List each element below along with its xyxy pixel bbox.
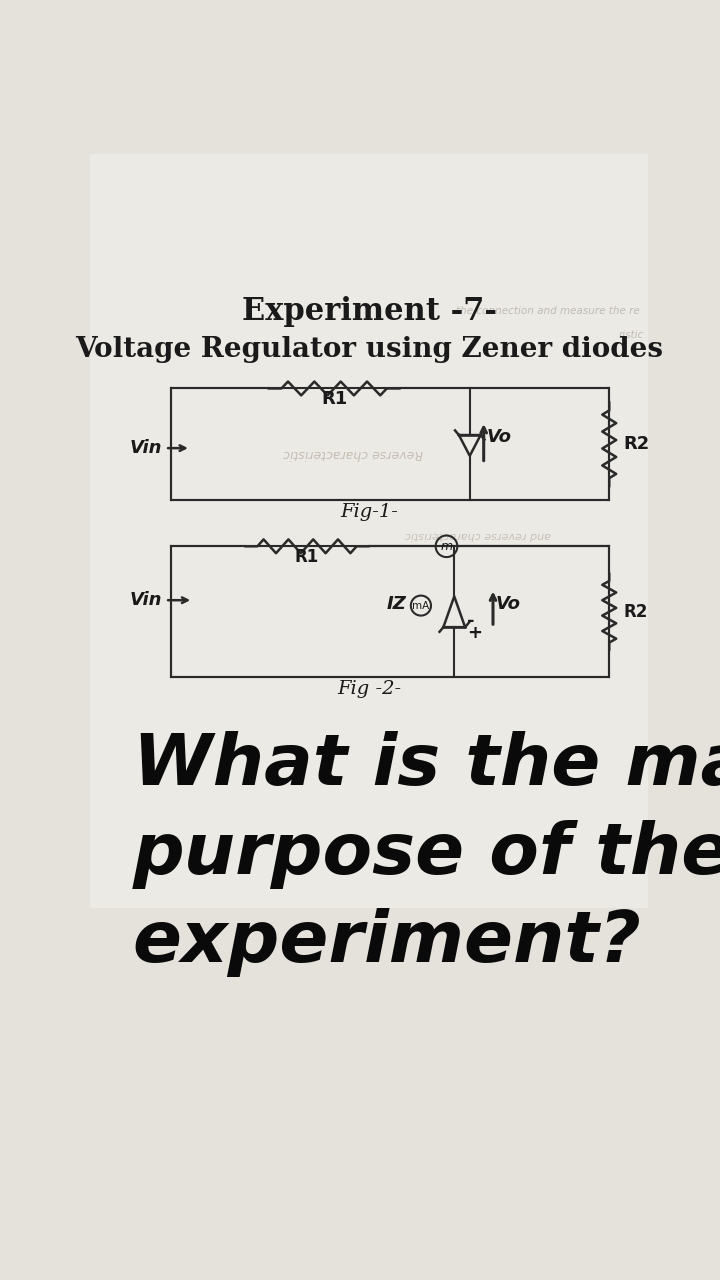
Bar: [171, 547, 609, 677]
Text: Reverse characteristic: Reverse characteristic: [284, 448, 423, 461]
Text: Vin: Vin: [130, 439, 162, 457]
Text: the connection and measure the re: the connection and measure the re: [456, 306, 640, 316]
Text: Fig -2-: Fig -2-: [337, 680, 401, 698]
Text: ristic: ristic: [619, 329, 644, 339]
Text: R1: R1: [321, 390, 347, 408]
Text: IZ: IZ: [386, 595, 406, 613]
Text: mA: mA: [413, 600, 430, 611]
Text: What is the main: What is the main: [132, 731, 720, 800]
Text: experiment?: experiment?: [132, 909, 642, 977]
Text: and reverse characteristic: and reverse characteristic: [405, 530, 551, 540]
Text: m: m: [441, 540, 453, 553]
Text: Fig-1-: Fig-1-: [340, 503, 398, 521]
Text: R1: R1: [295, 548, 319, 566]
Text: -: -: [467, 612, 474, 630]
Text: Voltage Regulator using Zener diodes: Voltage Regulator using Zener diodes: [75, 337, 663, 364]
Text: purpose of the: purpose of the: [132, 819, 720, 888]
Text: Vo: Vo: [496, 595, 521, 613]
Text: Experiment -7-: Experiment -7-: [241, 296, 497, 326]
Text: +: +: [467, 625, 482, 643]
Text: Vo: Vo: [487, 428, 512, 445]
Text: Vin: Vin: [130, 591, 162, 609]
Text: R2: R2: [624, 603, 647, 621]
Text: R2: R2: [624, 435, 649, 453]
FancyBboxPatch shape: [90, 154, 648, 909]
Bar: [171, 388, 609, 500]
